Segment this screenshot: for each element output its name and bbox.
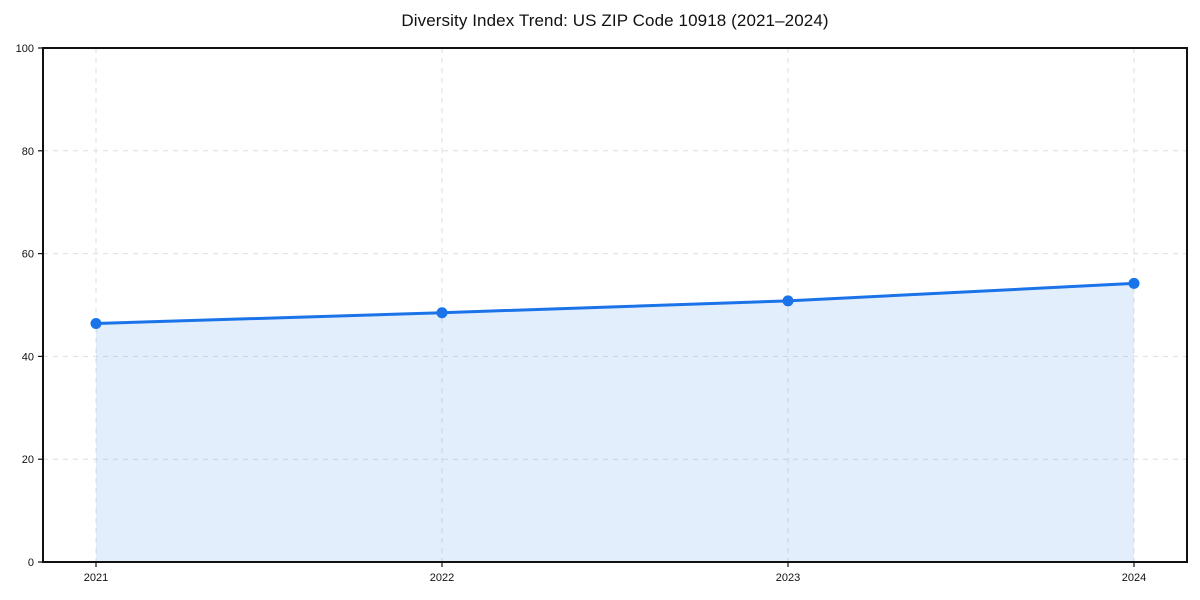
- data-point: [1128, 277, 1140, 289]
- y-tick-label: 100: [16, 43, 34, 55]
- y-tick-label: 60: [22, 249, 34, 261]
- area-fill: [96, 283, 1134, 562]
- x-tick-label: 2021: [84, 572, 108, 584]
- data-point: [782, 295, 794, 307]
- data-point: [90, 318, 102, 330]
- y-tick-label: 40: [22, 351, 34, 363]
- trend-line: [94, 281, 1136, 326]
- x-tick-label: 2023: [776, 572, 800, 584]
- y-tick-label: 0: [28, 557, 34, 569]
- y-tick-label: 20: [22, 454, 34, 466]
- data-point: [436, 307, 448, 319]
- plot-border: [42, 47, 1188, 563]
- x-tick-label: 2024: [1122, 572, 1146, 584]
- x-tick-label: 2022: [430, 572, 454, 584]
- y-tick-label: 80: [22, 146, 34, 158]
- chart-title: Diversity Index Trend: US ZIP Code 10918…: [401, 11, 829, 30]
